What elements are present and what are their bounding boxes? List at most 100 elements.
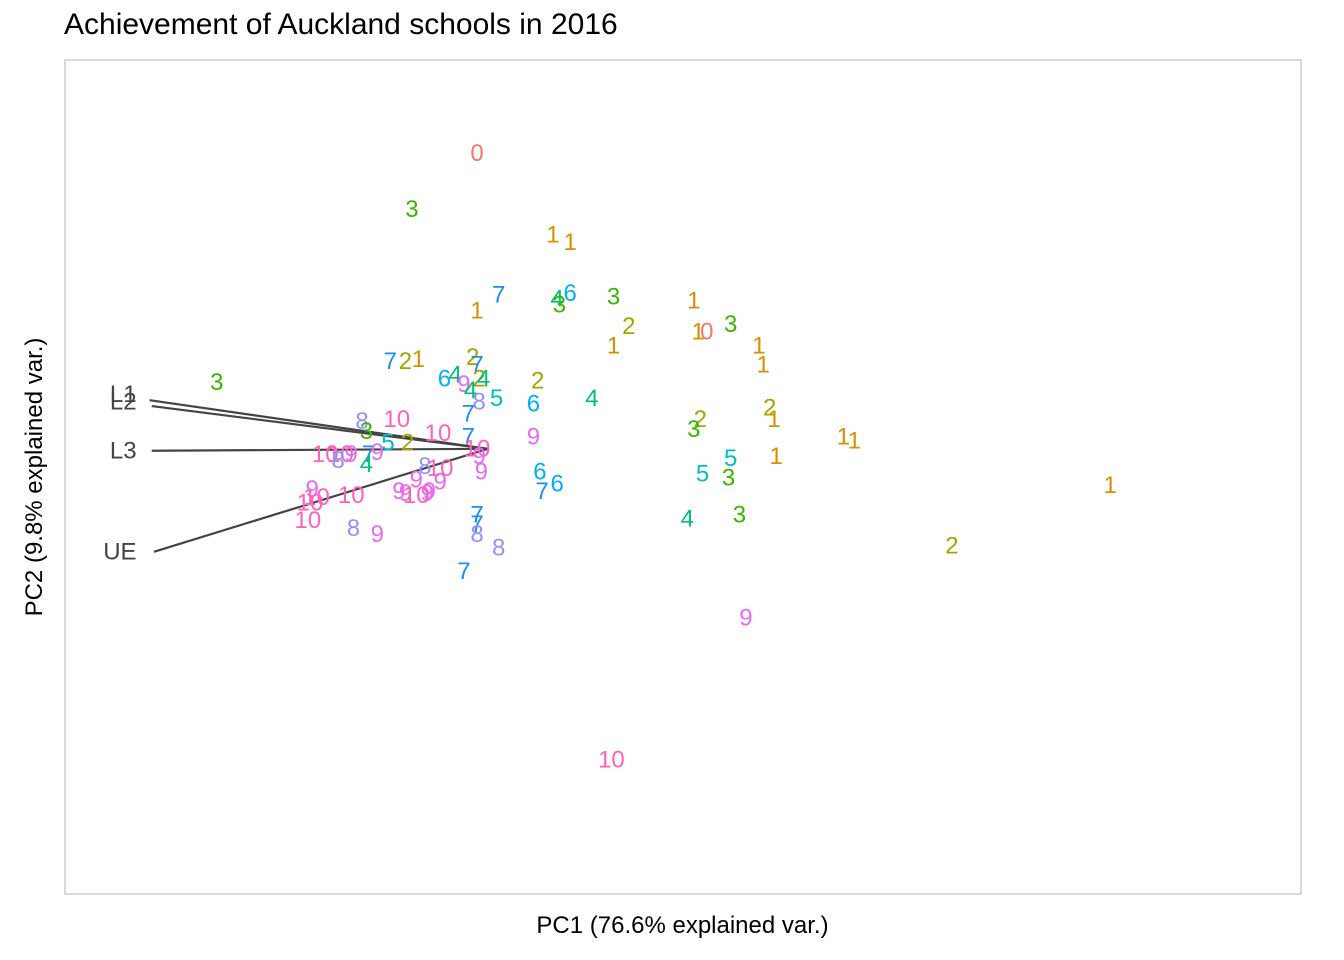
point-label-decile-4: 4: [477, 365, 490, 392]
point-label-decile-1: 1: [546, 221, 559, 248]
point-label-decile-7: 7: [535, 478, 548, 505]
point-label-decile-8: 8: [347, 515, 360, 542]
point-label-decile-6: 6: [438, 365, 451, 392]
point-label-decile-1: 1: [767, 406, 780, 433]
point-label-decile-1: 1: [1103, 472, 1116, 499]
point-label-decile-10: 10: [403, 482, 430, 509]
point-label-decile-3: 3: [405, 196, 418, 223]
point-label-decile-1: 1: [687, 288, 700, 315]
point-label-decile-6: 6: [551, 470, 564, 497]
point-label-decile-9: 9: [410, 466, 423, 493]
point-label-decile-2: 2: [945, 533, 958, 560]
point-label-decile-3: 3: [210, 369, 223, 396]
point-label-decile-1: 1: [837, 424, 850, 451]
point-label-decile-2: 2: [399, 348, 412, 375]
point-label-decile-8: 8: [472, 389, 485, 416]
point-label-decile-10: 10: [312, 441, 339, 468]
point-label-decile-3: 3: [722, 464, 735, 491]
chart-title: Achievement of Auckland schools in 2016: [64, 8, 618, 41]
point-label-decile-10: 10: [598, 746, 625, 773]
point-label-decile-3: 3: [553, 291, 566, 318]
point-label-decile-8: 8: [470, 521, 483, 548]
point-label-decile-3: 3: [733, 501, 746, 528]
point-label-decile-2: 2: [401, 429, 414, 456]
point-label-decile-9: 9: [433, 468, 446, 495]
point-label-decile-0: 0: [470, 140, 483, 167]
point-label-decile-4: 4: [551, 286, 564, 313]
point-label-decile-2: 2: [694, 406, 707, 433]
point-label-decile-2: 2: [622, 313, 635, 340]
loading-label-ue: UE: [103, 538, 136, 565]
point-label-decile-9: 9: [392, 478, 405, 505]
point-label-decile-6: 6: [527, 391, 540, 418]
point-label-decile-5: 5: [490, 385, 503, 412]
y-axis-label: PC2 (9.8% explained var.): [21, 337, 48, 617]
point-label-decile-9: 9: [371, 521, 384, 548]
point-label-decile-7: 7: [462, 400, 475, 427]
loading-arrow-l2: [151, 404, 488, 450]
loading-label-l2: L2: [110, 389, 137, 416]
point-label-decile-1: 1: [607, 332, 620, 359]
point-label-decile-10: 10: [327, 441, 354, 468]
point-label-decile-7: 7: [384, 348, 397, 375]
point-label-decile-2: 2: [531, 367, 544, 394]
point-label-decile-7: 7: [470, 511, 483, 538]
point-label-decile-9: 9: [475, 459, 488, 486]
point-label-decile-8: 8: [492, 534, 505, 561]
point-label-decile-9: 9: [457, 371, 470, 398]
point-label-decile-1: 1: [752, 332, 765, 359]
point-label-decile-1: 1: [412, 346, 425, 373]
point-label-decile-1: 1: [470, 297, 483, 324]
point-label-decile-10: 10: [338, 482, 365, 509]
point-label-decile-9: 9: [472, 443, 485, 470]
point-label-decile-8: 8: [332, 447, 345, 474]
point-label-decile-4: 4: [360, 451, 373, 478]
point-label-decile-7: 7: [462, 424, 475, 451]
point-label-decile-9: 9: [420, 480, 433, 507]
point-label-decile-4: 4: [681, 505, 694, 532]
point-label-decile-1: 1: [564, 229, 577, 256]
point-label-decile-7: 7: [492, 282, 505, 309]
point-label-decile-2: 2: [472, 365, 485, 392]
point-label-decile-9: 9: [306, 476, 319, 503]
point-label-decile-9: 9: [371, 439, 384, 466]
point-label-decile-3: 3: [724, 311, 737, 338]
x-axis-label: PC1 (76.6% explained var.): [536, 912, 829, 939]
point-label-decile-2: 2: [763, 394, 776, 421]
point-label-decile-7: 7: [457, 558, 470, 585]
point-label-decile-5: 5: [381, 429, 394, 456]
point-label-decile-6: 6: [533, 459, 546, 486]
point-label-decile-4: 4: [464, 377, 477, 404]
point-label-decile-5: 5: [696, 461, 709, 488]
point-label-decile-9: 9: [345, 441, 358, 468]
point-label-decile-4: 4: [585, 385, 598, 412]
point-label-decile-1: 1: [757, 352, 770, 379]
point-label-decile-2: 2: [466, 344, 479, 371]
point-label-decile-7: 7: [362, 441, 375, 468]
point-label-decile-4: 4: [449, 361, 462, 388]
point-label-decile-10: 10: [464, 435, 491, 462]
point-label-decile-1: 1: [848, 428, 861, 455]
point-label-decile-9: 9: [527, 424, 540, 451]
point-label-decile-1: 1: [691, 319, 704, 346]
point-label-decile-10: 10: [303, 484, 330, 511]
point-label-decile-3: 3: [687, 416, 700, 443]
point-label-decile-10: 10: [383, 406, 410, 433]
point-label-decile-10: 10: [295, 507, 322, 534]
point-label-decile-0: 0: [700, 319, 713, 346]
point-label-decile-3: 3: [360, 418, 373, 445]
point-label-decile-6: 6: [564, 280, 577, 307]
point-label-decile-9: 9: [399, 480, 412, 507]
loading-label-l3: L3: [110, 437, 137, 464]
point-label-decile-3: 3: [607, 284, 620, 311]
point-label-decile-5: 5: [724, 445, 737, 472]
point-label-decile-1: 1: [770, 443, 783, 470]
point-label-decile-10: 10: [427, 455, 454, 482]
point-label-decile-9: 9: [423, 478, 436, 505]
point-label-decile-9: 9: [739, 604, 752, 631]
point-label-decile-10: 10: [297, 490, 324, 517]
loading-arrow-ue: [153, 447, 489, 553]
